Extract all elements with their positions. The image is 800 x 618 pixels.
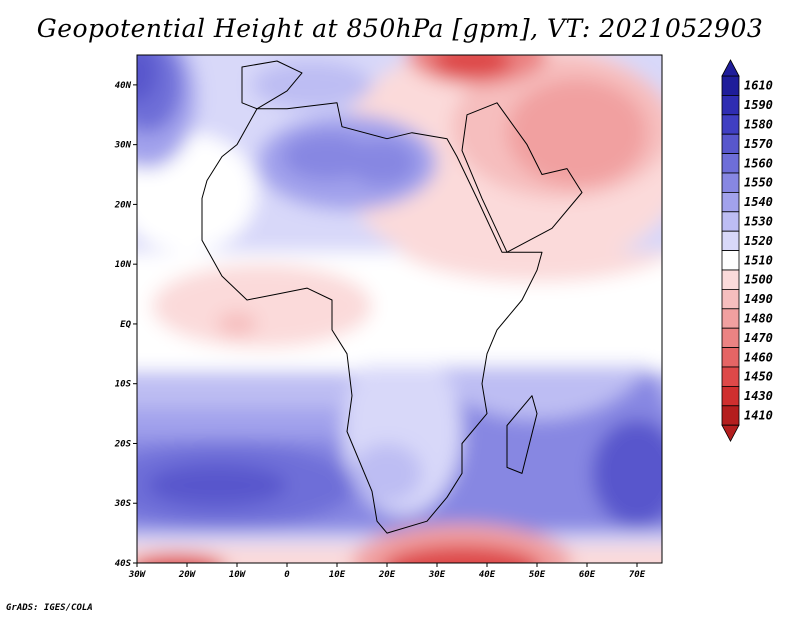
lon-label: 10W [229,570,247,580]
colorbar-swatch [721,385,740,407]
colorbar-swatch [721,230,740,251]
height-field [137,55,662,563]
colorbar-swatch [721,153,740,174]
iran-1480 [507,78,647,187]
lat-label: EQ [120,320,131,330]
colorbar-swatch [721,75,740,96]
africa-coastline [201,102,543,534]
footer-credit: GrADS: IGES/COLA [6,603,93,613]
map-frame [136,54,663,564]
kalahari-1530 [352,443,422,504]
lon-label: 30W [128,570,147,580]
colorbar-label: 1590 [744,98,773,112]
colorbar-label: 1550 [744,176,773,190]
lat-label: 20S [114,439,132,449]
lat-label: 30N [114,141,132,151]
mediterranean-1530 [252,60,372,109]
east-atlantic-1500 [152,264,372,348]
colorbar-label: 1510 [744,253,773,267]
cape-trough-1450 [384,545,540,563]
colorbar-label: 1470 [744,331,773,345]
colorbar-label: 1560 [744,156,773,170]
colorbar-swatch [721,347,740,368]
colorbar-label: 1460 [744,350,773,364]
gulf-1490 [217,311,257,336]
anatolia-core-1450 [432,55,512,79]
south-indian-high-core [592,419,662,528]
colorbar-label: 1520 [744,234,773,248]
arabia-coastline [461,102,583,253]
lat-label: 20N [114,200,132,210]
lon-label: 20E [378,570,396,580]
coastlines [201,60,583,534]
longitude-axis: 30W 20W 10W 0 10E 20E 30E 40E 50E 60E 70E [128,563,646,580]
west-sahara-1510 [137,132,257,253]
colorbar-label: 1450 [744,370,773,384]
colorbar-label: 1480 [744,312,773,326]
lon-label: 10E [329,570,346,580]
colorbar-label: 1410 [744,409,773,423]
colorbar-label: 1430 [744,389,773,403]
colorbar-swatch [721,211,740,232]
sahara-core-b [347,138,417,187]
atlantic-trough-1450 [137,554,223,563]
colorbar-swatch [721,191,740,213]
lon-label: 60E [579,570,596,580]
lat-label: 40S [115,559,132,569]
colorbar-label: 1540 [744,195,773,209]
colorbar-label: 1610 [744,79,773,93]
lat-label: 10N [115,260,132,270]
field-blobs [137,55,662,563]
colorbar-bottom-arrow [721,424,740,443]
lat-label: 10S [115,380,132,390]
iberia-coastline [241,60,303,110]
colorbar-swatch [721,95,740,116]
colorbar-swatch [721,366,740,387]
south-atlantic-high-core [147,464,287,507]
colorbar-swatch [721,308,740,329]
colorbar-label: 1580 [744,118,773,132]
colorbar-label: 1570 [744,137,773,151]
colorbar-swatch [721,269,740,290]
colorbar-swatch [721,288,740,310]
lon-label: 20W [178,570,197,580]
north-atlantic-core [137,55,157,103]
lon-label: 50E [529,570,546,580]
lon-label: 70E [629,570,646,580]
chart-title: Geopotential Height at 850hPa [gpm], VT:… [36,14,764,43]
lon-label: 0 [284,570,290,580]
colorbar-label: 1490 [744,292,773,306]
colorbar-swatch [721,327,740,349]
colorbar-swatch [721,250,740,271]
madagascar-coastline [506,395,538,474]
lat-label: 30S [114,499,132,509]
lon-label: 30E [428,570,446,580]
colorbar-swatch [721,405,740,426]
lon-label: 40E [479,570,496,580]
colorbar: 1610 1590 1580 1570 1560 1550 1540 1530 1520 1510… [721,59,773,443]
colorbar-label: 1530 [744,215,773,229]
colorbar-swatch [721,133,740,154]
colorbar-swatch [721,172,740,193]
colorbar-label: 1500 [744,273,773,287]
colorbar-swatch [721,114,740,135]
colorbar-top-arrow [721,59,740,77]
latitude-axis: 40N 30N 20N 10N EQ 10S 20S 30S 40S [114,81,137,569]
lat-label: 40N [115,81,132,91]
